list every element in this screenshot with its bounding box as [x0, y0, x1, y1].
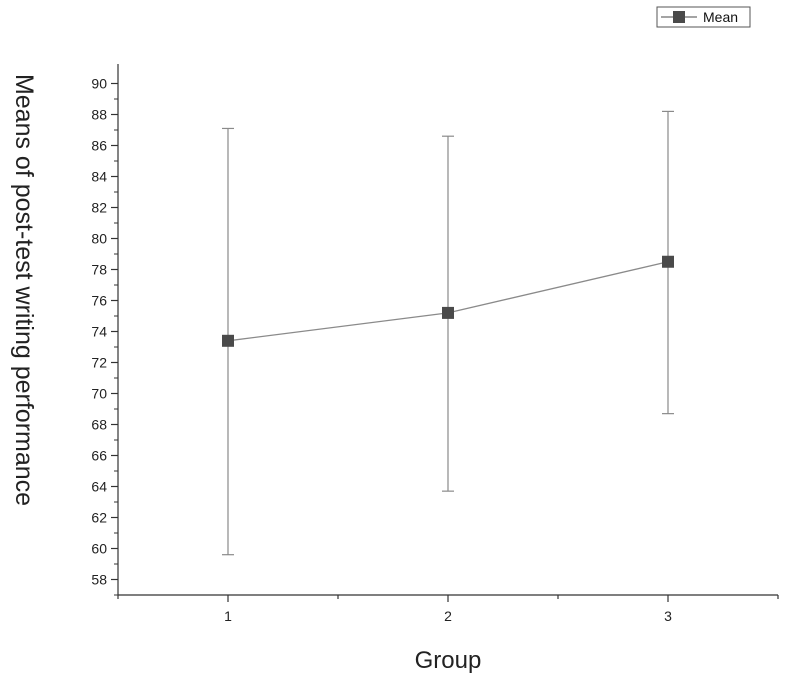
y-tick-label: 78 [91, 262, 107, 278]
y-tick-label: 64 [91, 479, 107, 495]
x-tick-label: 2 [444, 608, 452, 624]
y-tick-label: 86 [91, 138, 107, 154]
x-axis-title: Group [415, 647, 482, 674]
y-tick-label: 62 [91, 510, 107, 526]
y-axis-title: Means of post-test writing performance [10, 74, 38, 506]
y-tick-label: 66 [91, 448, 107, 464]
y-tick-label: 90 [91, 76, 107, 92]
y-tick-label: 84 [91, 169, 107, 185]
y-tick-label: 76 [91, 293, 107, 309]
x-axis: 1 2 3 [117, 594, 779, 624]
y-tick-label: 72 [91, 355, 107, 371]
plot-area [222, 110, 674, 556]
legend: Mean [656, 6, 751, 28]
y-tick-label: 74 [91, 324, 107, 340]
x-tick-label: 3 [664, 608, 672, 624]
y-tick-label: 68 [91, 417, 107, 433]
y-tick-label: 60 [91, 541, 107, 557]
y-tick-label: 80 [91, 231, 107, 247]
y-tick-label: 88 [91, 107, 107, 123]
y-tick-label: 58 [91, 572, 107, 588]
y-tick-label: 70 [91, 386, 107, 402]
x-tick-label: 1 [224, 608, 232, 624]
data-point [222, 334, 234, 347]
y-axis: 58 60 62 64 66 68 70 72 74 76 78 80 82 84 86 88 90 [91, 64, 119, 596]
y-tick-label: 82 [91, 200, 107, 216]
legend-marker-swatch [673, 11, 685, 23]
data-point [442, 306, 454, 319]
legend-label: Mean [703, 9, 738, 25]
data-point [662, 255, 674, 268]
